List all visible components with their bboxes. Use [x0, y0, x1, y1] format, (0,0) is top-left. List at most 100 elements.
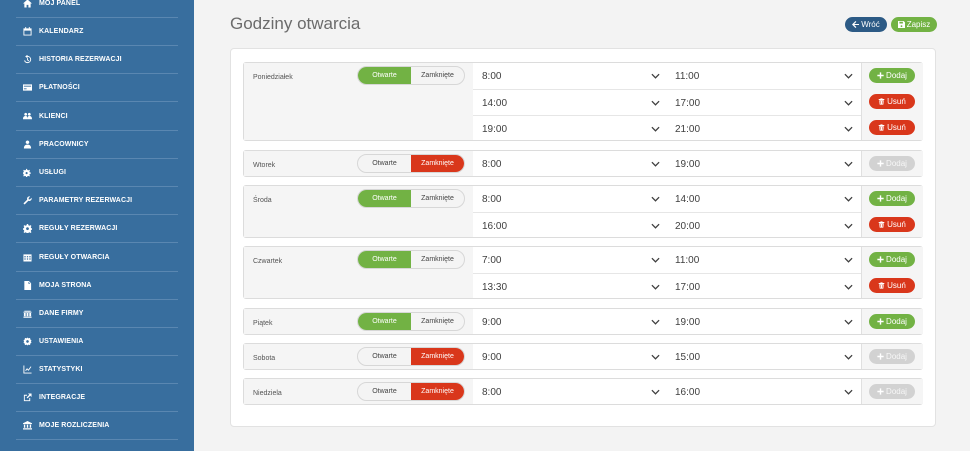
closed-option[interactable]: Zamknięte	[421, 256, 454, 263]
day-name: Poniedziałek	[244, 63, 347, 140]
sidebar-item-reguły-otwarcia[interactable]: REGUŁY OTWARCIA	[16, 244, 178, 272]
close-time-select[interactable]: 14:00	[666, 186, 856, 212]
open-closed-toggle[interactable]: Otwarte Zamknięte	[357, 347, 465, 366]
chevron-down-icon	[647, 196, 663, 202]
sidebar: MÓJ PANEL KALENDARZ HISTORIA REZERWACJI PŁA…	[0, 0, 194, 451]
sidebar-item-moja-strona[interactable]: MOJA STRONA	[16, 272, 178, 300]
add-range-button[interactable]: Dodaj	[869, 349, 915, 364]
day-name: Wtorek	[244, 151, 347, 176]
open-time-select[interactable]: 9:00	[473, 344, 663, 370]
file-icon	[16, 272, 38, 300]
open-time-select[interactable]: 19:00	[473, 116, 663, 142]
actions-area: Dodaj Usuń	[861, 186, 923, 237]
sidebar-item-mój-panel[interactable]: MÓJ PANEL	[16, 0, 178, 18]
trash-icon	[878, 282, 885, 289]
time-value: 19:00	[675, 158, 701, 170]
close-time-select[interactable]: 17:00	[666, 274, 856, 300]
sidebar-item-integracje[interactable]: INTEGRACJE	[16, 384, 178, 412]
gear-icon	[16, 215, 38, 243]
actions-area: Dodaj	[861, 379, 923, 404]
closed-option[interactable]: Zamknięte	[421, 195, 454, 202]
add-range-button[interactable]: Dodaj	[869, 384, 915, 399]
add-label: Dodaj	[886, 387, 907, 396]
remove-range-button[interactable]: Usuń	[869, 94, 915, 109]
add-range-button[interactable]: Dodaj	[869, 191, 915, 206]
add-range-button[interactable]: Dodaj	[869, 252, 915, 267]
add-range-button[interactable]: Dodaj	[869, 156, 915, 171]
open-closed-toggle[interactable]: Otwarte Zamknięte	[357, 312, 465, 331]
sidebar-item-płatności[interactable]: PŁATNOŚCI	[16, 74, 178, 102]
chevron-down-icon	[647, 126, 663, 132]
open-time-select[interactable]: 8:00	[473, 151, 663, 177]
sidebar-item-klienci[interactable]: KLIENCI	[16, 103, 178, 131]
sidebar-item-historia-rezerwacji[interactable]: HISTORIA REZERWACJI	[16, 46, 178, 74]
sidebar-item-kalendarz[interactable]: KALENDARZ	[16, 18, 178, 46]
time-value: 19:00	[482, 123, 508, 135]
close-time-select[interactable]: 11:00	[666, 63, 856, 89]
open-option[interactable]: Otwarte	[358, 313, 411, 330]
remove-range-button[interactable]: Usuń	[869, 120, 915, 135]
close-time-select[interactable]: 21:00	[666, 116, 856, 142]
close-time-select[interactable]: 19:00	[666, 151, 856, 177]
page-title: Godziny otwarcia	[230, 14, 361, 33]
sidebar-item-dane-firmy[interactable]: DANE FIRMY	[16, 300, 178, 328]
sidebar-item-ustawienia[interactable]: USTAWIENIA	[16, 328, 178, 356]
time-range-row: 9:00 15:00	[473, 344, 861, 370]
open-time-select[interactable]: 16:00	[473, 213, 663, 239]
sidebar-item-reguły-rezerwacji[interactable]: REGUŁY REZERWACJI	[16, 215, 178, 243]
closed-option[interactable]: Zamknięte	[411, 383, 464, 400]
closed-option[interactable]: Zamknięte	[411, 155, 464, 172]
back-button[interactable]: Wróć	[845, 17, 887, 32]
open-time-select[interactable]: 8:00	[473, 379, 663, 405]
open-time-select[interactable]: 8:00	[473, 63, 663, 89]
closed-option[interactable]: Zamknięte	[411, 348, 464, 365]
open-closed-toggle[interactable]: Otwarte Zamknięte	[357, 189, 465, 208]
calendar-icon	[16, 18, 38, 46]
close-time-select[interactable]: 16:00	[666, 379, 856, 405]
close-time-select[interactable]: 19:00	[666, 309, 856, 335]
sidebar-item-pracownicy[interactable]: PRACOWNICY	[16, 131, 178, 159]
open-time-select[interactable]: 8:00	[473, 186, 663, 212]
sidebar-item-label: HISTORIA REZERWACJI	[39, 56, 122, 63]
remove-range-button[interactable]: Usuń	[869, 278, 915, 293]
open-closed-toggle[interactable]: Otwarte Zamknięte	[357, 154, 465, 173]
open-time-select[interactable]: 9:00	[473, 309, 663, 335]
chevron-down-icon	[840, 73, 856, 79]
close-time-select[interactable]: 15:00	[666, 344, 856, 370]
add-label: Dodaj	[886, 194, 907, 203]
open-option[interactable]: Otwarte	[358, 190, 411, 207]
open-time-select[interactable]: 7:00	[473, 247, 663, 273]
open-option[interactable]: Otwarte	[372, 388, 397, 395]
remove-label: Usuń	[887, 97, 906, 106]
close-time-select[interactable]: 17:00	[666, 90, 856, 116]
open-option[interactable]: Otwarte	[358, 67, 411, 84]
open-closed-toggle[interactable]: Otwarte Zamknięte	[357, 66, 465, 85]
remove-range-button[interactable]: Usuń	[869, 217, 915, 232]
open-closed-toggle[interactable]: Otwarte Zamknięte	[357, 382, 465, 401]
back-button-label: Wróć	[861, 20, 880, 29]
close-time-select[interactable]: 11:00	[666, 247, 856, 273]
save-button[interactable]: Zapisz	[891, 17, 937, 32]
sidebar-item-statystyki[interactable]: STATYSTYKI	[16, 356, 178, 384]
day-row: Niedziela Otwarte Zamknięte 8:00 16:00 Dodaj	[243, 378, 923, 405]
open-option[interactable]: Otwarte	[372, 353, 397, 360]
open-time-select[interactable]: 14:00	[473, 90, 663, 116]
open-option[interactable]: Otwarte	[358, 251, 411, 268]
close-time-select[interactable]: 20:00	[666, 213, 856, 239]
external-link-icon	[16, 384, 38, 412]
sidebar-item-usługi[interactable]: USŁUGI	[16, 159, 178, 187]
closed-option[interactable]: Zamknięte	[421, 318, 454, 325]
open-time-select[interactable]: 13:30	[473, 274, 663, 300]
open-option[interactable]: Otwarte	[372, 160, 397, 167]
add-range-button[interactable]: Dodaj	[869, 314, 915, 329]
chevron-down-icon	[840, 223, 856, 229]
sidebar-item-label: PŁATNOŚCI	[39, 84, 80, 91]
sidebar-item-parametry-rezerwacji[interactable]: PARAMETRY REZERWACJI	[16, 187, 178, 215]
time-value: 8:00	[482, 70, 502, 82]
user-icon	[16, 131, 38, 159]
open-closed-toggle[interactable]: Otwarte Zamknięte	[357, 250, 465, 269]
sidebar-item-moje-rozliczenia[interactable]: MOJE ROZLICZENIA	[16, 412, 178, 440]
add-range-button[interactable]: Dodaj	[869, 68, 915, 83]
closed-option[interactable]: Zamknięte	[421, 72, 454, 79]
calendar-grid-icon	[16, 244, 38, 272]
